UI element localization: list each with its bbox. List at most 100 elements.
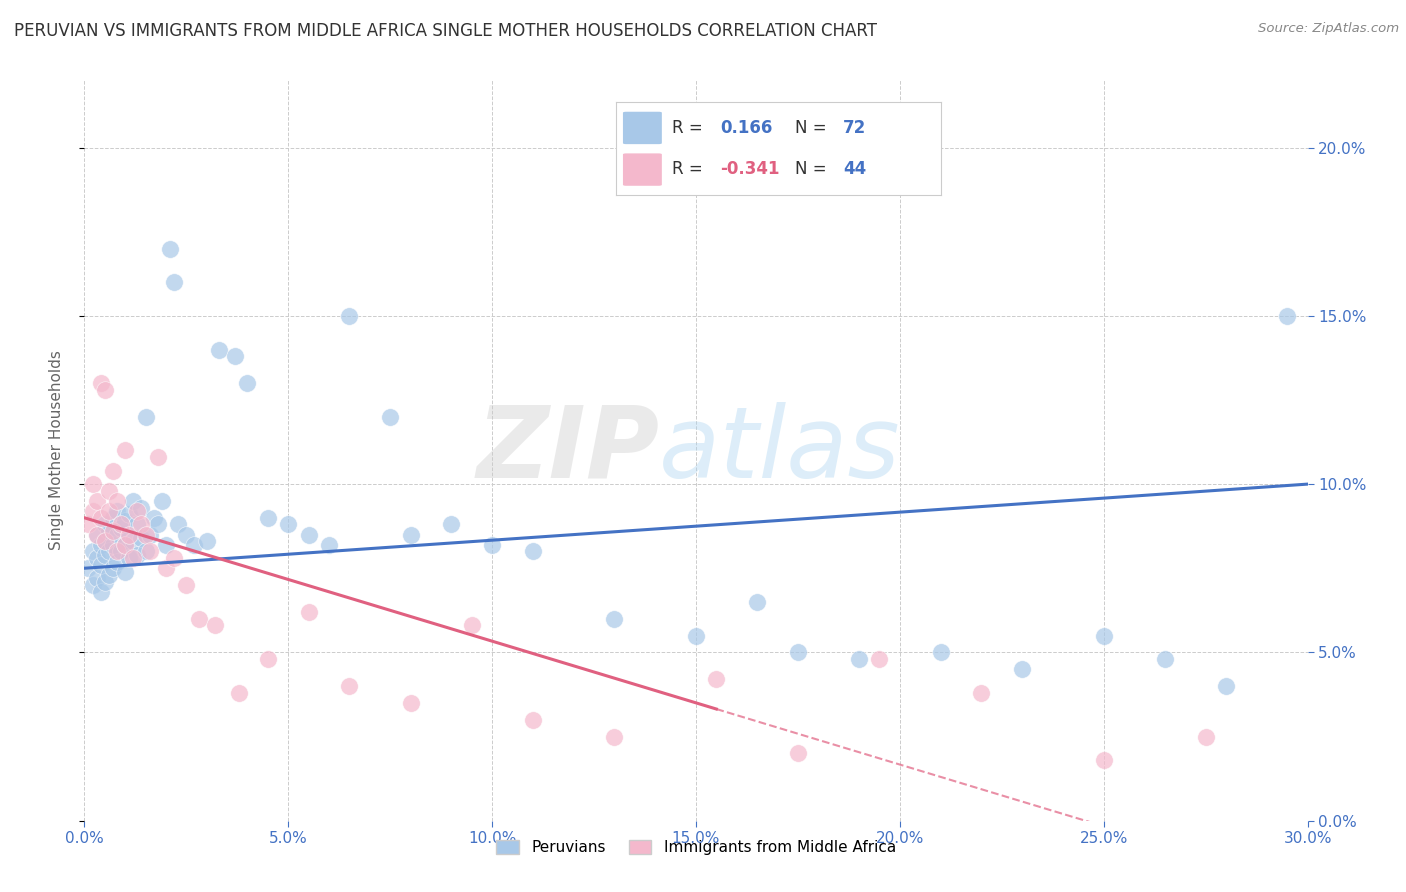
Point [122,534,145,549]
Point [1277,309,1299,323]
Point [399,696,422,710]
Point [848,652,870,666]
Point [127,548,149,562]
Text: PERUVIAN VS IMMIGRANTS FROM MIDDLE AFRICA SINGLE MOTHER HOUSEHOLDS CORRELATION C: PERUVIAN VS IMMIGRANTS FROM MIDDLE AFRIC… [14,22,877,40]
Point [1154,652,1177,666]
Point [163,275,186,289]
Point [101,561,124,575]
Point [110,517,132,532]
Point [685,628,707,642]
Point [1092,628,1115,642]
Point [114,538,136,552]
Point [127,504,149,518]
Point [339,679,361,693]
Legend: Peruvians, Immigrants from Middle Africa: Peruvians, Immigrants from Middle Africa [489,834,903,861]
Point [82,544,104,558]
Point [318,538,340,552]
Point [135,409,157,424]
Point [82,578,104,592]
Point [131,531,153,545]
Point [1011,662,1033,676]
Point [135,527,157,541]
Point [208,343,231,357]
Point [118,508,141,522]
Point [93,548,115,562]
Point [174,527,197,541]
Text: ZIP: ZIP [477,402,659,499]
Point [1215,679,1237,693]
Point [929,645,952,659]
Point [105,494,128,508]
Point [90,510,112,524]
Point [277,517,299,532]
Point [127,517,149,532]
Point [131,517,153,532]
Point [93,574,115,589]
Point [747,595,769,609]
Point [114,443,136,458]
Point [706,673,728,687]
Point [97,524,120,539]
Point [146,517,169,532]
Point [114,565,136,579]
Point [105,554,128,569]
Point [90,538,112,552]
Point [101,538,124,552]
Point [101,524,124,539]
Point [787,645,810,659]
Point [93,383,115,397]
Point [97,568,120,582]
Point [339,309,361,323]
Y-axis label: Single Mother Households: Single Mother Households [49,351,63,550]
Point [187,612,209,626]
Point [86,527,108,541]
Point [155,538,177,552]
Point [86,551,108,566]
Point [163,551,186,566]
Point [93,534,115,549]
Point [522,544,544,558]
Point [90,558,112,572]
Point [82,504,104,518]
Point [461,618,484,632]
Point [97,544,120,558]
Point [122,494,145,508]
Point [114,514,136,528]
Point [440,517,463,532]
Point [380,409,402,424]
Point [204,618,226,632]
Point [86,494,108,508]
Point [105,544,128,558]
Point [787,747,810,761]
Point [257,652,280,666]
Point [118,527,141,541]
Text: Source: ZipAtlas.com: Source: ZipAtlas.com [1258,22,1399,36]
Point [97,504,120,518]
Point [1092,753,1115,767]
Point [228,686,250,700]
Point [167,517,190,532]
Point [869,652,891,666]
Point [603,730,626,744]
Point [114,538,136,552]
Point [159,242,181,256]
Point [146,450,169,465]
Point [399,527,422,541]
Point [110,521,132,535]
Point [135,544,157,558]
Point [236,376,259,391]
Text: atlas: atlas [659,402,901,499]
Point [195,534,218,549]
Point [257,510,280,524]
Point [138,527,160,541]
Point [183,538,205,552]
Point [522,713,544,727]
Point [150,494,173,508]
Point [142,510,165,524]
Point [77,517,100,532]
Point [90,376,112,391]
Point [93,517,115,532]
Point [298,605,321,619]
Point [174,578,197,592]
Point [970,686,993,700]
